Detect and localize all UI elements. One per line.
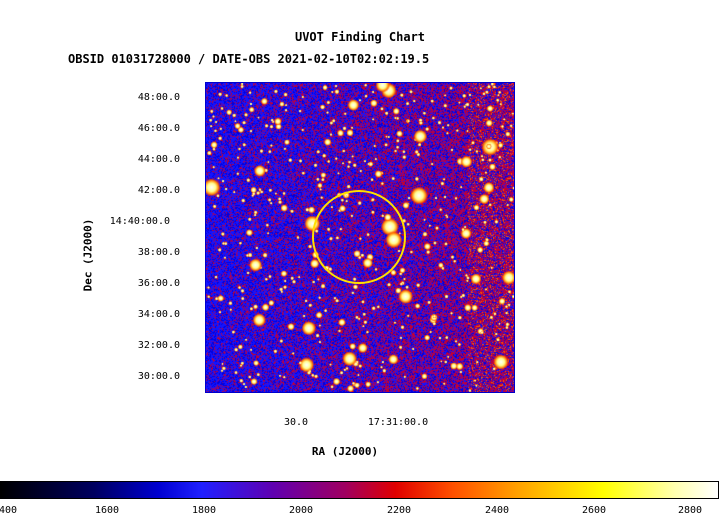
- ra-tick: 17:31:00.0: [367, 417, 429, 428]
- colorbar-tick: 2200: [386, 505, 412, 516]
- ra-tick: 30.0: [283, 417, 309, 428]
- chart-title: UVOT Finding Chart: [294, 30, 426, 44]
- dec-tick: 46:00.0: [137, 123, 180, 134]
- dec-tick: 32:00.0: [137, 340, 180, 351]
- dec-tick: 14:40:00.0: [109, 216, 170, 227]
- dec-tick: 44:00.0: [137, 154, 180, 165]
- dec-tick: 34:00.0: [137, 309, 180, 320]
- dec-tick: 30:00.0: [137, 371, 180, 382]
- dec-tick: 42:00.0: [137, 185, 180, 196]
- colorbar-tick: 1600: [94, 505, 120, 516]
- chart-subtitle: OBSID 01031728000 / DATE-OBS 2021-02-10T…: [68, 52, 430, 66]
- colorbar-tick: 1800: [191, 505, 217, 516]
- colorbar-tick: 2600: [581, 505, 607, 516]
- source-region-circle: [312, 190, 406, 284]
- colorbar-tick: 2400: [484, 505, 510, 516]
- colorbar-tick: 2000: [288, 505, 314, 516]
- dec-tick: 36:00.0: [137, 278, 180, 289]
- colorbar-tick: 400: [0, 505, 18, 516]
- ra-axis-label: RA (J2000): [311, 445, 379, 458]
- colorbar: [0, 481, 719, 499]
- dec-axis-label: Dec (J2000): [81, 218, 95, 292]
- colorbar-tick: 2800: [677, 505, 703, 516]
- dec-tick: 38:00.0: [137, 247, 180, 258]
- dec-tick: 48:00.0: [137, 92, 180, 103]
